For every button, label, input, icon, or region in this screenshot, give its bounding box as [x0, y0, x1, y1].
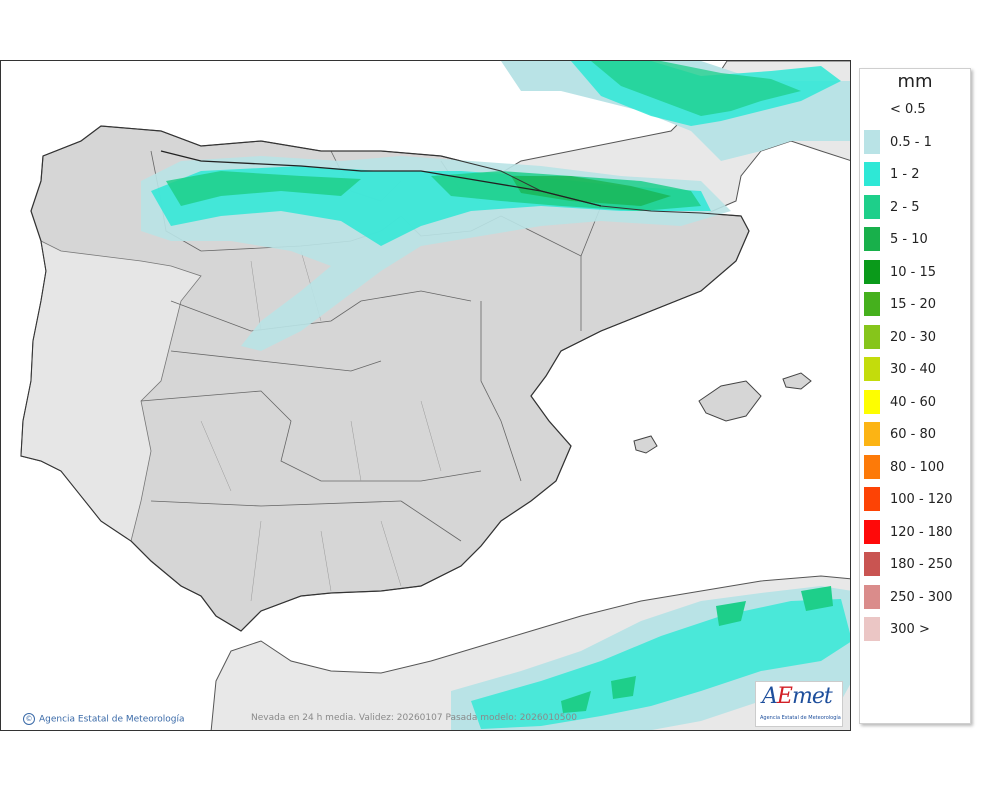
legend-row: 1 - 2: [864, 162, 968, 186]
legend-row: 30 - 40: [864, 357, 968, 381]
legend-swatch: [864, 584, 880, 609]
legend-label: 300 >: [890, 622, 930, 637]
legend-label: 120 - 180: [890, 524, 953, 540]
legend-label: 100 - 120: [890, 492, 953, 507]
legend-swatch: [864, 292, 880, 316]
legend-label: 1 - 2: [890, 167, 920, 182]
ibiza-island: [633, 435, 658, 454]
legend-label: 0.5 - 1: [890, 134, 932, 150]
legend-label: < 0.5: [890, 102, 926, 117]
aemet-logo: AEmet Agencia Estatal de Meteorología: [755, 681, 843, 727]
aemet-wordmark: AEmet: [762, 684, 833, 709]
legend-label: 40 - 60: [890, 394, 937, 410]
aemet-logo-subtitle: Agencia Estatal de Meteorología: [760, 715, 841, 721]
map-svg: [1, 61, 850, 730]
legend-swatch: [864, 454, 880, 479]
legend-swatch: [864, 162, 880, 186]
copyright-icon: ©: [23, 713, 35, 725]
legend-swatch: [864, 129, 880, 154]
legend-label: 5 - 10: [890, 232, 928, 247]
legend-swatch: [864, 617, 880, 641]
legend-row: 0.5 - 1: [864, 129, 968, 154]
agency-credit-text: Agencia Estatal de Meteorología: [39, 714, 185, 725]
legend-label: 250 - 300: [890, 589, 953, 605]
legend: mm < 0.5 0.5 - 1 1 - 2 2 - 5 5 - 10 10 - 15 15…: [859, 68, 971, 724]
validity-text: Nevada en 24 h media. Validez: 20260107 …: [251, 713, 577, 723]
legend-label: 30 - 40: [890, 362, 937, 377]
legend-swatch: [864, 357, 880, 381]
legend-row: 80 - 100: [864, 454, 968, 479]
snow-areas: [141, 61, 850, 730]
legend-row: 300 >: [864, 617, 968, 641]
legend-row: 120 - 180: [864, 519, 968, 544]
legend-swatch: [864, 324, 880, 349]
legend-label: 2 - 5: [890, 199, 920, 215]
legend-label: 20 - 30: [890, 329, 937, 345]
legend-row: 20 - 30: [864, 324, 968, 349]
legend-swatch: [864, 194, 880, 219]
legend-swatch: [864, 519, 880, 544]
legend-row: 180 - 250: [864, 552, 968, 576]
coastlines: [20, 125, 750, 632]
legend-row: 10 - 15: [864, 259, 968, 284]
legend-row: 250 - 300: [864, 584, 968, 609]
legend-swatch: [864, 97, 880, 121]
legend-label: 180 - 250: [890, 557, 953, 572]
legend-label: 60 - 80: [890, 427, 937, 442]
legend-unit: mm: [897, 71, 933, 92]
legend-swatch: [864, 487, 880, 511]
legend-swatch: [864, 259, 880, 284]
legend-row: 60 - 80: [864, 422, 968, 446]
legend-row: 5 - 10: [864, 227, 968, 251]
agency-credit: © Agencia Estatal de Meteorología: [23, 713, 185, 725]
legend-row: < 0.5: [864, 97, 968, 121]
legend-swatch: [864, 227, 880, 251]
legend-label: 10 - 15: [890, 264, 937, 280]
legend-row: 100 - 120: [864, 487, 968, 511]
legend-swatch: [864, 552, 880, 576]
legend-swatch: [864, 389, 880, 414]
mallorca-island: [698, 380, 762, 422]
legend-row: 2 - 5: [864, 194, 968, 219]
legend-row: 15 - 20: [864, 292, 968, 316]
legend-swatch: [864, 422, 880, 446]
legend-label: 15 - 20: [890, 297, 937, 312]
menorca-island: [782, 372, 812, 390]
legend-label: 80 - 100: [890, 459, 945, 475]
precipitation-map: © Agencia Estatal de Meteorología Nevada …: [0, 60, 851, 731]
legend-row: 40 - 60: [864, 389, 968, 414]
